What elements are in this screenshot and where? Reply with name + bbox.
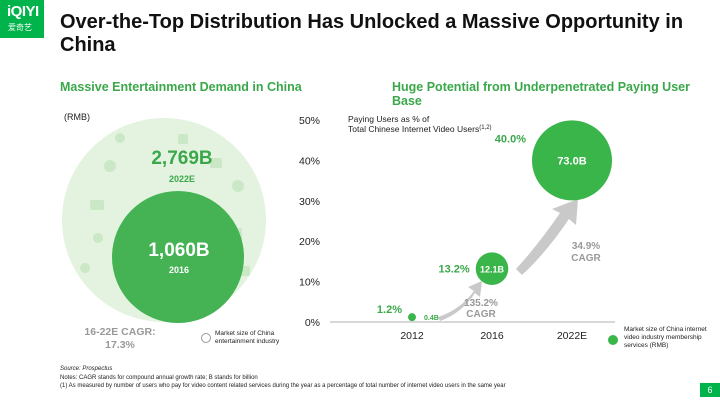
logo-subtext: 爱奇艺 xyxy=(8,23,32,32)
y-tick-label: 20% xyxy=(299,236,320,248)
slide-title: Over-the-Top Distribution Has Unlocked a… xyxy=(60,11,684,56)
note-line-1: Notes: CAGR stands for compound annual g… xyxy=(60,374,258,381)
chart-marks: 0.4B 1.2% 12.1B 13.2% 73.0B 40.0% xyxy=(377,120,612,322)
market-value-label: 12.1B xyxy=(480,265,505,275)
y-axis: 0% 10% 20% 30% 40% 50% xyxy=(299,115,320,329)
x-axis-labels: 2012 2016 2022E xyxy=(400,330,587,342)
chart-note-line1: Paying Users as % of xyxy=(348,114,430,124)
legend-green-dot-icon xyxy=(608,335,618,345)
pct-label: 40.0% xyxy=(495,133,526,145)
chart-note-line2: Total Chinese Internet Video Users(1,2) xyxy=(348,124,492,134)
growth-arrow-2 xyxy=(516,199,578,275)
inner-circle-2016 xyxy=(112,191,244,323)
left-section-title: Massive Entertainment Demand in China xyxy=(60,80,302,94)
market-bubble xyxy=(532,120,612,201)
market-bubble xyxy=(408,313,416,322)
y-tick-label: 0% xyxy=(305,317,320,329)
cagr-1-value: 135.2% xyxy=(464,298,498,309)
cagr-2-label: CAGR xyxy=(571,253,601,264)
left-cagr: 16-22E CAGR: 17.3% xyxy=(60,326,180,352)
pct-label: 1.2% xyxy=(377,304,402,316)
market-value-label: 0.4B xyxy=(424,315,439,322)
pct-label: 13.2% xyxy=(439,264,470,276)
unit-label: (RMB) xyxy=(64,112,90,122)
y-tick-label: 50% xyxy=(299,115,320,127)
y-tick-label: 30% xyxy=(299,196,320,208)
legend-dot-icon xyxy=(201,333,211,343)
right-section-title: Huge Potential from Underpenetrated Payi… xyxy=(392,80,690,108)
paying-users-chart: Paying Users as % of Total Chinese Inter… xyxy=(299,114,615,342)
market-bubble xyxy=(475,252,509,285)
page-number: 6 xyxy=(700,383,720,397)
left-cagr-value: 17.3% xyxy=(105,339,135,351)
right-legend: Market size of China internet video indu… xyxy=(608,326,716,350)
logo-mark: iQIYI xyxy=(7,3,39,20)
left-legend-text: Market size of China entertainment indus… xyxy=(215,330,280,345)
cagr-2-value: 34.9% xyxy=(572,241,600,252)
inner-year: 2016 xyxy=(169,265,189,275)
growth-arrow-1 xyxy=(438,281,482,321)
cagr-1-label: CAGR xyxy=(466,309,496,320)
left-cagr-label: 16-22E CAGR: xyxy=(84,326,156,338)
right-legend-text: Market size of China internet video indu… xyxy=(624,326,707,349)
note-line-2: (1) As measured by number of users who p… xyxy=(60,383,506,389)
market-value-label: 73.0B xyxy=(557,155,586,167)
x-tick-label: 2016 xyxy=(480,330,504,342)
y-tick-label: 40% xyxy=(299,155,320,167)
x-tick-label: 2022E xyxy=(557,330,587,342)
outer-value: 2,769B xyxy=(151,148,212,169)
entertainment-bubble-chart: 2,769B 2022E 1,060B 2016 xyxy=(62,118,266,323)
footnotes: Source: Prospectus Notes: CAGR stands fo… xyxy=(60,365,506,391)
x-tick-label: 2012 xyxy=(400,330,424,342)
left-legend: Market size of China entertainment indus… xyxy=(201,330,305,346)
y-tick-label: 10% xyxy=(299,277,320,289)
outer-year: 2022E xyxy=(169,174,195,184)
inner-value: 1,060B xyxy=(148,240,209,261)
iqiyi-logo: iQIYI 爱奇艺 xyxy=(0,0,44,38)
source-note: Source: Prospectus xyxy=(60,366,113,372)
